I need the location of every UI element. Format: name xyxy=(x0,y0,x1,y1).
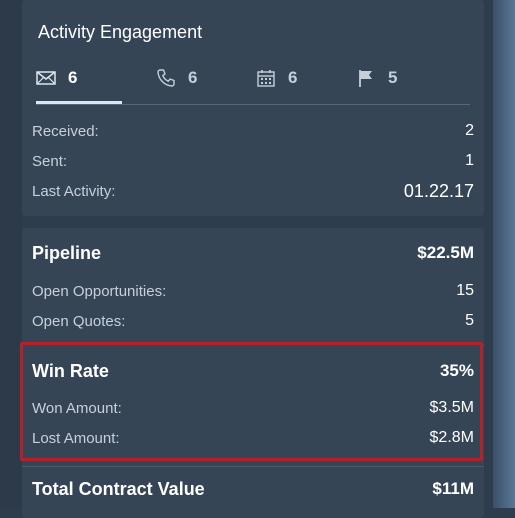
tab-calls[interactable]: 6 xyxy=(156,64,216,104)
win-rate-label: Win Rate xyxy=(32,360,109,381)
win-rate-divider xyxy=(22,466,484,467)
tab-emails[interactable]: 6 xyxy=(36,64,122,104)
total-contract-header: Total Contract Value $11M xyxy=(32,476,474,502)
last-activity-label: Last Activity: xyxy=(32,182,116,200)
envelope-icon xyxy=(36,68,56,88)
pipeline-value: $22.5M xyxy=(417,243,474,262)
last-activity-row: Last Activity: 01.22.17 xyxy=(32,179,474,203)
lost-amount-row: Lost Amount: $2.8M xyxy=(32,426,474,450)
win-rate-header: Win Rate 35% xyxy=(32,358,474,384)
won-amount-row: Won Amount: $3.5M xyxy=(32,396,474,420)
total-contract-label: Total Contract Value xyxy=(32,478,205,499)
lost-amount-value: $2.8M xyxy=(429,429,474,446)
right-background xyxy=(493,0,515,508)
flag-icon xyxy=(356,68,376,88)
received-label: Received: xyxy=(32,122,99,140)
tab-meetings-count: 6 xyxy=(288,68,298,87)
open-quotes-value: 5 xyxy=(465,312,474,329)
sent-value: 1 xyxy=(465,152,474,169)
last-activity-value: 01.22.17 xyxy=(403,180,474,201)
received-row: Received: 2 xyxy=(32,119,474,143)
lost-amount-label: Lost Amount: xyxy=(32,429,120,447)
received-value: 2 xyxy=(465,122,474,139)
open-quotes-row: Open Quotes: 5 xyxy=(32,309,474,333)
activity-engagement-title: Activity Engagement xyxy=(38,22,203,42)
pipeline-label: Pipeline xyxy=(32,242,102,263)
open-opportunities-label: Open Opportunities: xyxy=(32,282,167,300)
won-amount-value: $3.5M xyxy=(429,399,474,416)
sent-label: Sent: xyxy=(32,152,68,170)
sent-row: Sent: 1 xyxy=(32,149,474,173)
activity-engagement-card: Activity Engagement 6 6 xyxy=(22,0,484,216)
phone-icon xyxy=(156,68,176,88)
win-rate-value: 35% xyxy=(439,361,474,380)
pipeline-header: Pipeline $22.5M xyxy=(32,240,474,266)
tab-emails-count: 6 xyxy=(68,68,78,87)
activity-tabs: 6 6 xyxy=(36,64,470,105)
tab-meetings[interactable]: 6 xyxy=(256,64,316,104)
open-quotes-label: Open Quotes: xyxy=(32,312,126,330)
pipeline-card: Pipeline $22.5M Open Opportunities: 15 O… xyxy=(22,228,484,518)
win-rate-highlight xyxy=(20,342,483,461)
tab-calls-count: 6 xyxy=(188,68,198,87)
tab-tasks-count: 5 xyxy=(388,68,398,87)
calendar-icon xyxy=(256,68,276,88)
won-amount-label: Won Amount: xyxy=(32,399,122,417)
left-background xyxy=(0,0,22,508)
total-contract-value: $11M xyxy=(432,479,474,498)
tab-tasks[interactable]: 5 xyxy=(356,64,416,104)
open-opportunities-value: 15 xyxy=(456,282,474,299)
open-opportunities-row: Open Opportunities: 15 xyxy=(32,279,474,303)
